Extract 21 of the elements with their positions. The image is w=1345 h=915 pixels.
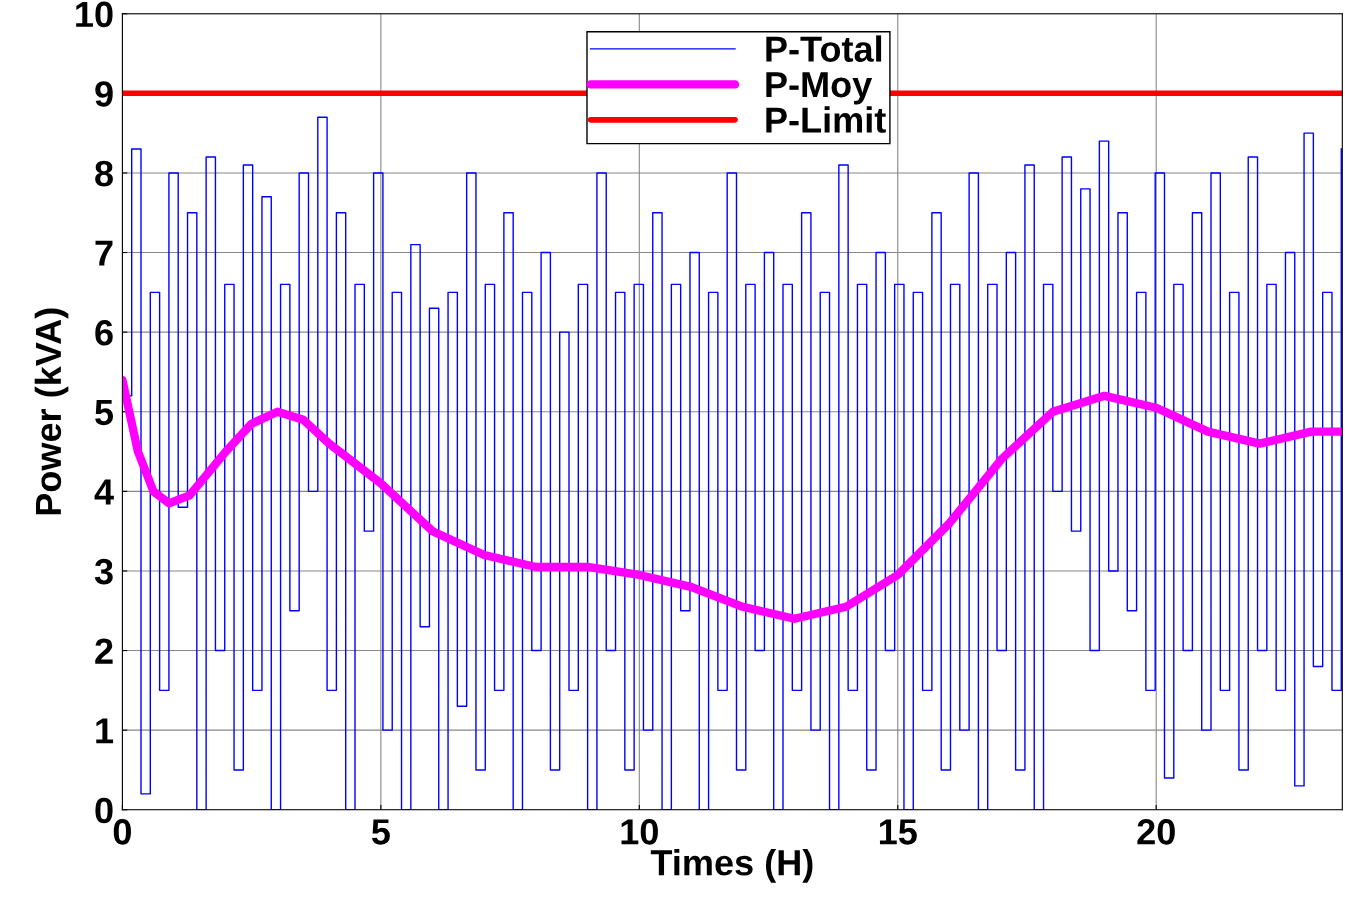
y-axis-title: Power (kVA)	[34, 308, 69, 515]
y-tick-label: 9	[95, 81, 113, 107]
y-tick-label: 6	[95, 320, 113, 346]
y-tick-label: 0	[95, 797, 113, 824]
x-tick-label: 0	[113, 819, 131, 845]
x-axis-title: Times (H)	[650, 848, 813, 883]
y-tick-label: 10	[76, 1, 113, 28]
x-tick-label: 10	[621, 819, 658, 845]
y-tick-label: 2	[95, 638, 113, 664]
x-tick-label: 15	[879, 819, 917, 845]
x-tick-label: 20	[1137, 819, 1175, 845]
y-tick-label: 7	[95, 240, 113, 266]
legend-label: P-Limit	[766, 106, 886, 133]
legend-label: P-Total	[766, 35, 882, 62]
y-tick-label: 5	[95, 399, 114, 426]
y-tick-label: 1	[96, 718, 114, 744]
y-tick-label: 8	[95, 160, 113, 187]
y-tick-label: 3	[94, 558, 113, 585]
y-tick-label: 4	[94, 479, 114, 505]
x-tick-label: 5	[371, 819, 390, 845]
legend-label: P-Moy	[766, 72, 873, 105]
